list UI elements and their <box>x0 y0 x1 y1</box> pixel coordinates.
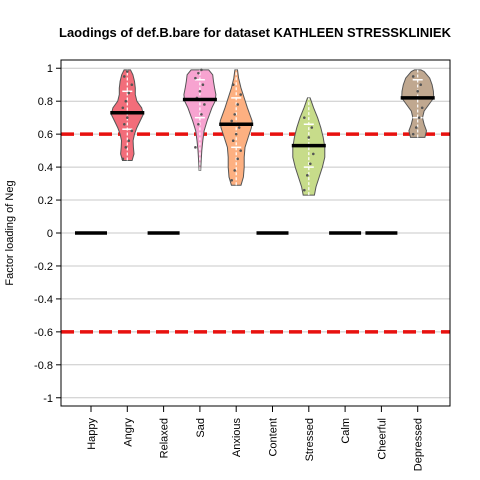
data-point <box>419 83 423 87</box>
y-tick-label: 0.8 <box>38 96 53 108</box>
x-tick-label: Relaxed <box>159 418 171 458</box>
data-point <box>197 122 200 126</box>
data-point <box>233 169 236 172</box>
x-tick-label: Happy <box>86 418 98 450</box>
data-point <box>236 103 239 106</box>
y-tick-label: -1 <box>43 393 53 405</box>
y-tick-label: -0.2 <box>34 261 53 273</box>
x-tick-label: Stressed <box>304 418 316 461</box>
data-point <box>411 75 415 78</box>
y-axis: -1 -0.8 -0.6 -0.4 -0.2 0 0.2 0.4 0.6 0.8 1 <box>34 63 61 405</box>
chart-title: Laodings of def.B.bare for dataset KATHL… <box>59 25 452 40</box>
data-point <box>121 106 125 110</box>
y-tick-label: -0.8 <box>34 360 53 372</box>
median-bars <box>75 96 435 235</box>
x-tick-label: Angry <box>122 418 134 447</box>
x-axis: Happy Angry Relaxed Sad Anxious Content Stress… <box>86 406 425 471</box>
x-tick-label: Sad <box>195 418 207 438</box>
x-tick-label: Cheerful <box>376 418 388 460</box>
data-point <box>123 75 126 78</box>
data-point <box>233 113 236 116</box>
data-point <box>130 129 134 133</box>
data-point <box>411 132 415 136</box>
data-point <box>127 91 131 95</box>
data-point <box>416 90 420 93</box>
data-point <box>203 103 206 106</box>
data-point <box>200 113 203 116</box>
data-point <box>312 152 315 156</box>
x-tick-label: Anxious <box>231 418 243 458</box>
data-point <box>126 70 129 73</box>
x-tick-label: Calm <box>340 418 352 444</box>
data-point <box>307 136 311 139</box>
y-tick-label: 0.4 <box>38 162 53 174</box>
y-tick-label: 0.6 <box>38 129 53 141</box>
data-point <box>123 122 126 126</box>
data-point <box>237 126 241 129</box>
data-point <box>201 83 205 87</box>
data-point <box>198 90 202 93</box>
data-point <box>127 139 131 143</box>
data-point <box>194 76 197 80</box>
data-point <box>121 157 125 161</box>
violins <box>110 68 435 196</box>
data-point <box>194 146 197 149</box>
data-point <box>200 68 203 72</box>
data-point <box>236 157 239 161</box>
data-point <box>414 126 418 129</box>
data-point <box>231 83 235 87</box>
y-tick-label: -0.6 <box>34 327 53 339</box>
data-point <box>310 126 314 129</box>
data-point <box>417 116 421 119</box>
x-tick-label: Depressed <box>413 418 425 471</box>
data-point <box>306 174 309 177</box>
data-point <box>124 99 128 103</box>
data-point <box>420 106 424 110</box>
data-point <box>130 83 134 87</box>
y-tick-label: 1 <box>47 63 53 75</box>
data-point <box>234 132 238 136</box>
data-point <box>230 178 233 182</box>
y-axis-label: Factor loading of Neg <box>4 180 16 285</box>
data-point <box>197 71 200 75</box>
data-point <box>239 93 242 96</box>
data-point <box>126 116 129 119</box>
y-tick-label: 0 <box>47 228 53 240</box>
data-point <box>230 119 233 123</box>
data-point <box>239 149 242 152</box>
data-point <box>231 139 235 143</box>
data-point <box>303 116 306 119</box>
data-point <box>124 146 128 149</box>
x-tick-label: Content <box>268 418 280 457</box>
y-tick-label: -0.4 <box>34 294 53 306</box>
y-tick-label: 0.2 <box>38 195 53 207</box>
data-point <box>309 162 312 166</box>
data-point <box>303 188 306 192</box>
